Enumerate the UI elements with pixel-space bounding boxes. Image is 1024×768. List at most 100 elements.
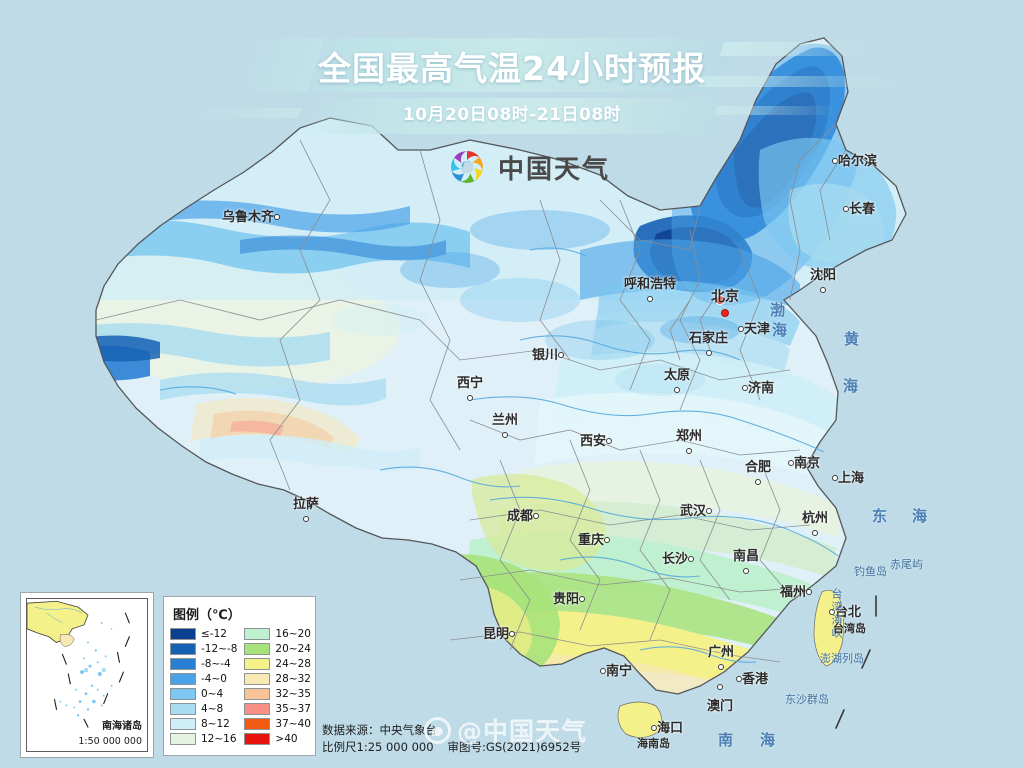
legend-label: 12~16 [201, 733, 237, 745]
legend-row: 28~32 [244, 672, 311, 686]
city-name: 西宁 [457, 376, 484, 391]
city-marker-icon [509, 631, 516, 637]
city-label: 南宁 [600, 660, 632, 679]
legend-label: -4~0 [201, 673, 227, 685]
city-marker-icon [721, 309, 729, 317]
city-name: 上海 [838, 471, 865, 486]
city-name: 杭州 [802, 511, 829, 526]
city-name: 济南 [748, 381, 775, 396]
city-marker-icon [742, 385, 748, 391]
city-marker-icon [303, 516, 309, 522]
city-marker-icon [579, 596, 586, 602]
legend-swatch [244, 658, 271, 670]
city-name: 沈阳 [810, 268, 837, 283]
legend-swatch [244, 673, 271, 685]
city-marker-icon [832, 475, 838, 481]
city-marker-icon [717, 684, 723, 690]
city-name: 南昌 [733, 549, 760, 564]
legend-label: 8~12 [201, 718, 230, 730]
city-label: 武汉 [680, 500, 713, 519]
city-name: 南京 [794, 456, 821, 471]
inset-title: 南海诸岛 [102, 721, 142, 732]
city-label: 沈阳 [810, 264, 836, 298]
city-label: 天津 [738, 318, 770, 337]
city-marker-icon [674, 387, 680, 393]
legend-row: 4~8 [170, 702, 237, 716]
island-label: 澎湖列岛 [820, 652, 864, 665]
island-label: 海南岛 [637, 737, 670, 750]
legend-label: 37~40 [275, 718, 311, 730]
city-marker-icon [686, 448, 692, 454]
city-label: 北京 [711, 286, 739, 322]
city-marker-icon [718, 664, 724, 670]
city-name: 台北 [835, 605, 862, 620]
legend-row: 8~12 [170, 717, 237, 731]
legend-swatch [170, 673, 196, 685]
sea-label: 海 [912, 507, 934, 525]
city-marker-icon [467, 395, 473, 401]
city-name: 拉萨 [293, 497, 320, 512]
inset-scale: 1:50 000 000 [78, 736, 142, 747]
legend-swatch [170, 703, 196, 715]
city-label: 呼和浩特 [624, 273, 676, 307]
city-name: 乌鲁木齐 [222, 210, 275, 225]
city-marker-icon [651, 725, 657, 731]
city-name: 长春 [849, 202, 876, 217]
city-marker-icon [600, 668, 606, 674]
city-label: 郑州 [676, 425, 702, 459]
legend-row: -4~0 [170, 672, 237, 686]
city-label: 海口 [651, 717, 683, 736]
city-name: 天津 [744, 322, 771, 337]
legend-label: 16~20 [275, 628, 311, 640]
city-marker-icon [743, 568, 749, 574]
sea-label: 东 [872, 507, 894, 525]
city-marker-icon [558, 352, 565, 358]
sea-label: 海 [843, 377, 865, 395]
south-china-sea-inset: 南海诸岛 1:50 000 000 [20, 592, 154, 758]
province-boundaries [95, 123, 847, 663]
city-label: 银川 [532, 344, 565, 363]
city-marker-icon [829, 609, 835, 615]
island-label: 东沙群岛 [785, 693, 829, 706]
legend-row: 0~4 [170, 687, 237, 701]
city-name: 北京 [711, 289, 739, 305]
city-name: 太原 [664, 368, 691, 383]
city-label: 福州 [780, 581, 813, 600]
legend-row: 20~24 [244, 642, 311, 656]
legend-row: ≤-12 [170, 627, 237, 641]
map-footer: 数据来源：中央气象台 比例尺1:25 000 000 审图号:GS(2021)6… [322, 722, 581, 756]
city-label: 石家庄 [689, 327, 728, 361]
city-marker-icon [688, 556, 695, 562]
logo-text: 中国天气 [498, 154, 611, 185]
city-label: 拉萨 [293, 493, 319, 527]
city-label: 南京 [788, 452, 820, 471]
city-name: 长沙 [662, 552, 689, 567]
city-label: 合肥 [745, 456, 771, 490]
city-marker-icon [755, 479, 761, 485]
city-marker-icon [706, 508, 713, 514]
city-label: 西安 [580, 430, 613, 449]
city-name: 南宁 [606, 664, 633, 679]
legend-label: 32~35 [275, 688, 311, 700]
city-label: 长春 [843, 198, 875, 217]
city-name: 石家庄 [689, 331, 729, 346]
city-marker-icon [705, 350, 712, 356]
city-marker-icon [788, 460, 794, 466]
city-name: 成都 [507, 509, 534, 524]
city-label: 贵阳 [553, 588, 586, 607]
legend-label: 35~37 [275, 703, 311, 715]
city-label: 哈尔滨 [832, 150, 877, 169]
sea-label: 黄 [844, 330, 866, 348]
legend-row: 16~20 [244, 627, 311, 641]
city-label: 西宁 [457, 372, 483, 406]
legend-swatch [170, 643, 196, 655]
legend-label: 20~24 [275, 643, 311, 655]
legend-row: 24~28 [244, 657, 311, 671]
sea-label: 海 [772, 321, 794, 339]
legend-label: 0~4 [201, 688, 224, 700]
island-label: 台湾岛 [833, 622, 866, 635]
sea-label: 南 [718, 731, 740, 749]
city-label: 济南 [742, 377, 774, 396]
